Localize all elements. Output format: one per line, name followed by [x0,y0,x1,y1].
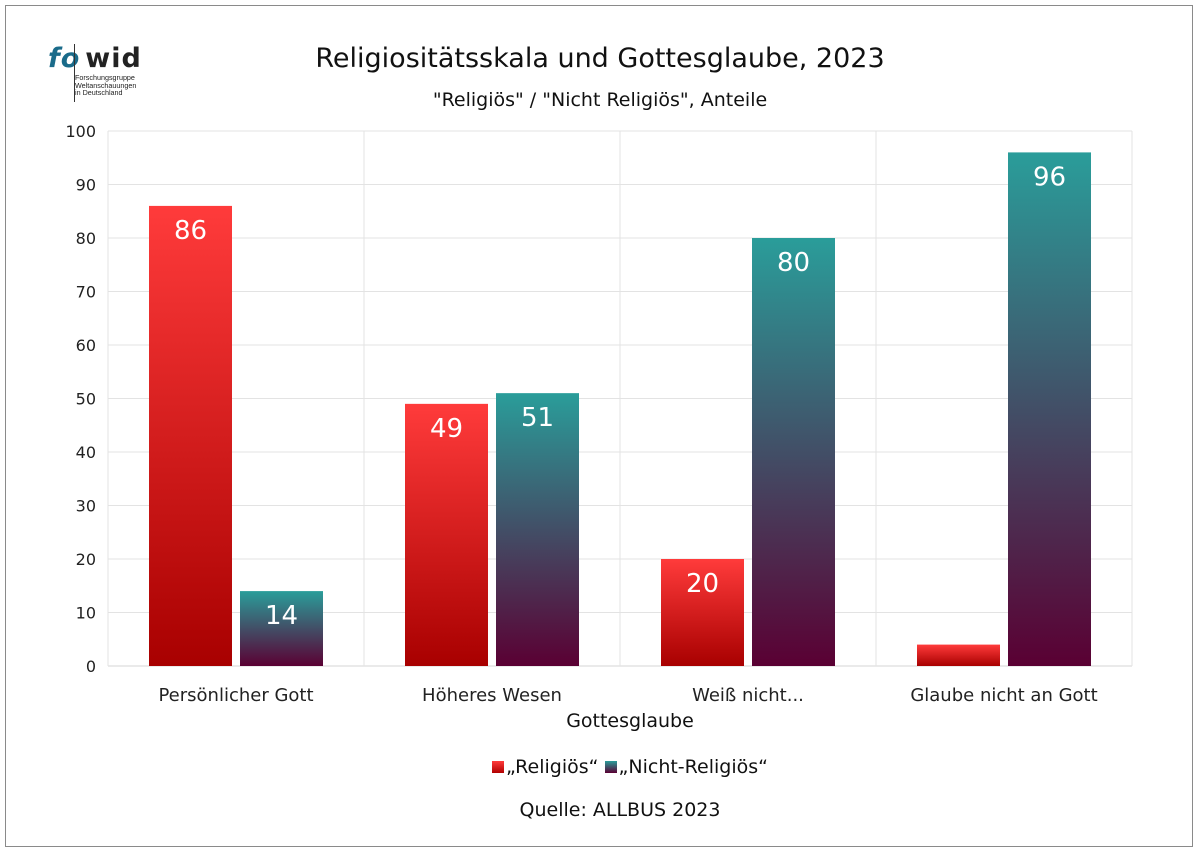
legend-item-religioes[interactable]: „Religiös“ [492,756,598,778]
bar-value-label: 51 [521,403,554,433]
chart-frame [5,5,1193,847]
y-tick-label: 10 [76,604,96,623]
chart-subtitle: "Religiös" / "Nicht Religiös", Anteile [432,89,768,111]
legend-swatch-religioes [492,761,505,773]
logo-wid: wid [85,43,142,74]
fowid-logo: fo wid Forschungsgruppe Weltanschauungen … [48,42,158,106]
legend-label-religioes: „Religiös“ [506,756,599,778]
source-note: Quelle: ALLBUS 2023 [519,799,721,821]
y-tick-label: 50 [76,390,96,409]
bar-value-label: 86 [174,216,207,246]
x-axis-ticks: Persönlicher Gott Höheres Wesen Weiß nicht… [158,685,1097,706]
bar-religioes [917,644,1000,666]
y-tick-label: 30 [76,497,96,516]
chart-title: Religiositätsskala und Gottesglaube, 202… [315,43,885,74]
y-tick-label: 0 [86,657,96,676]
y-tick-label: 100 [65,122,96,141]
legend[interactable]: „Religiös“ „Nicht-Religiös“ [0,756,1200,778]
x-tick-label: Höheres Wesen [422,685,562,706]
bar-value-label: 14 [265,601,298,631]
bar-value-label: 80 [777,248,810,278]
bar-value-label: 20 [686,569,719,599]
x-tick-label: Glaube nicht an Gott [910,685,1097,706]
legend-label-nicht-religioes: „Nicht-Religiös“ [618,756,768,778]
legend-item-nicht-religioes[interactable]: „Nicht-Religiös“ [604,756,768,778]
bar-value-label: 96 [1033,162,1066,192]
bar-nicht-religioes [1008,152,1091,666]
y-tick-label: 80 [76,229,96,248]
bar-religioes [405,403,488,666]
legend-swatch-nicht-religioes [604,761,617,773]
bar-religioes [661,559,744,666]
bar-nicht-religioes [240,591,323,666]
bars: 86 14 49 51 20 80 96 [149,152,1091,666]
x-tick-label: Persönlicher Gott [158,685,313,706]
gridlines [107,130,1133,667]
y-tick-label: 90 [76,176,96,195]
bar-religioes [149,205,232,666]
bar-nicht-religioes [496,393,579,666]
logo-divider [74,44,75,102]
y-axis-ticks: 0 10 20 30 40 50 60 70 80 90 100 [65,122,96,676]
y-tick-label: 40 [76,443,96,462]
logo-tagline: Forschungsgruppe Weltanschauungen in Deu… [75,73,137,98]
x-tick-label: Weiß nicht... [692,685,804,706]
y-tick-label: 20 [76,550,96,569]
x-axis-title: Gottesglaube [566,710,694,732]
y-tick-label: 60 [76,336,96,355]
bar-nicht-religioes [752,238,835,666]
bar-value-label: 49 [430,414,463,444]
y-tick-label: 70 [76,283,96,302]
